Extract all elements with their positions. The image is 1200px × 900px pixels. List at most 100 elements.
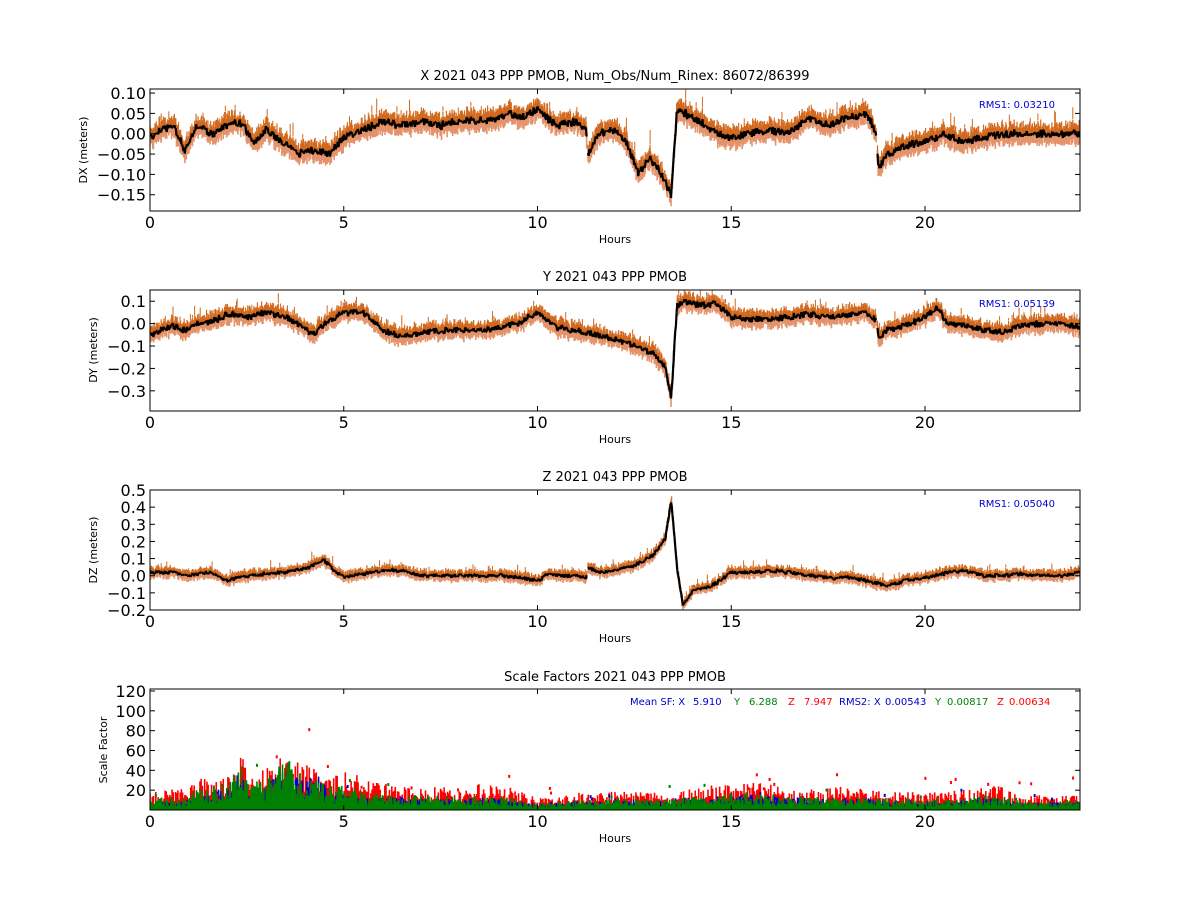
dx-center-mark	[719, 130, 723, 137]
dx-center-mark	[881, 160, 885, 166]
dx-center-mark	[540, 110, 544, 115]
dx-center-mark	[280, 139, 283, 145]
dx-center-mark	[295, 151, 299, 155]
dy-title: Y 2021 043 PPP PMOB	[542, 270, 687, 285]
dx-center-mark	[673, 137, 677, 146]
dx-center-mark	[779, 129, 783, 136]
dx-center-mark	[377, 123, 380, 127]
dx-center-mark	[674, 111, 678, 129]
dx-center-mark	[525, 115, 528, 119]
dx-center-mark	[876, 153, 880, 166]
dx-center-mark	[176, 134, 179, 138]
dx-center-mark	[993, 131, 996, 134]
dx-center-mark	[564, 123, 568, 126]
dx-center-mark	[548, 115, 552, 119]
dx-center-mark	[243, 124, 247, 127]
dx-center-mark	[552, 120, 556, 123]
dx-center-mark	[817, 119, 821, 122]
dx-center-mark	[1060, 130, 1064, 137]
dx-center-mark	[649, 155, 652, 159]
dx-center-mark	[606, 130, 609, 133]
dx-center-mark	[311, 152, 315, 155]
dx-center-mark	[310, 146, 313, 149]
dx-center-mark	[790, 127, 794, 131]
dx-center-mark	[944, 135, 948, 138]
dx-center-mark	[502, 115, 506, 120]
dx-center-mark	[974, 136, 978, 142]
dx-center-mark	[459, 119, 462, 123]
dx-center-mark	[739, 136, 742, 140]
dx-center-mark	[849, 116, 853, 120]
dx-center-mark	[913, 142, 917, 146]
dx-center-mark	[928, 137, 931, 142]
dx-center-mark	[557, 124, 560, 127]
dx-center-mark	[242, 124, 246, 127]
dx-center-mark	[654, 164, 658, 168]
dx-center-mark	[320, 151, 324, 155]
dx-center-mark	[234, 119, 237, 125]
dx-center-mark	[157, 127, 161, 132]
dx-center-mark	[965, 138, 968, 142]
dx-center-mark	[935, 137, 939, 141]
dx-center-mark	[760, 129, 763, 133]
dx-center-mark	[328, 152, 332, 157]
dx-center-mark	[214, 131, 218, 135]
dx-center-mark	[368, 125, 371, 128]
dx-center-mark	[372, 124, 375, 128]
dx-center-mark	[404, 124, 408, 128]
dx-center-mark	[650, 160, 654, 164]
dx-center-mark	[285, 141, 289, 146]
dx-center-mark	[660, 172, 664, 178]
dx-center-mark	[1068, 131, 1072, 135]
dx-center-mark	[825, 123, 829, 127]
dx-center-mark	[881, 156, 885, 162]
dx-center-mark	[344, 136, 348, 141]
dx-center-mark	[1073, 129, 1076, 134]
dx-center-mark	[751, 129, 755, 132]
dx-center-mark	[579, 125, 583, 129]
dx-center-mark	[845, 115, 849, 119]
dx-center-mark	[472, 118, 476, 123]
dx-center-mark	[1030, 133, 1033, 137]
dx-center-mark	[683, 110, 687, 118]
dx-center-mark	[669, 185, 673, 198]
dx-center-mark	[373, 126, 377, 130]
dx-center-mark	[733, 134, 736, 138]
dx-center-mark	[202, 124, 205, 128]
dx-center-mark	[160, 129, 163, 133]
dx-center-mark	[305, 149, 309, 153]
dx-center-mark	[829, 125, 832, 129]
dx-center-mark	[472, 117, 475, 120]
dx-center-mark	[916, 144, 920, 148]
dx-center-mark	[274, 138, 278, 142]
dx-center-mark	[741, 136, 745, 139]
dx-center-mark	[688, 115, 691, 119]
dx-center-mark	[390, 121, 394, 126]
dx-center-mark	[356, 128, 360, 133]
dx-center-mark	[451, 123, 455, 126]
dx-center-mark	[874, 130, 878, 136]
dx-center-mark	[603, 129, 607, 133]
dx-center-mark	[312, 151, 315, 154]
dx-center-mark	[231, 122, 235, 125]
dx-center-mark	[618, 133, 622, 136]
dx-center-mark	[291, 146, 295, 150]
dx-center-mark	[769, 127, 773, 130]
dx-center-mark	[359, 128, 363, 135]
dx-center-mark	[903, 146, 907, 149]
dx-center-mark	[427, 120, 431, 125]
dx-center-mark	[300, 148, 304, 153]
dx-center-mark	[640, 166, 643, 169]
dx-center-mark	[839, 117, 843, 123]
dx-center-mark	[911, 139, 915, 144]
dx-xtick-label: 20	[915, 213, 935, 232]
dx-xlabel: Hours	[599, 233, 631, 246]
dx-center-mark	[1047, 132, 1050, 135]
dx-center-mark	[597, 132, 600, 136]
dx-center-mark	[268, 133, 271, 136]
dx-center-mark	[581, 127, 585, 130]
dx-center-mark	[1050, 132, 1053, 136]
dx-center-mark	[722, 133, 726, 139]
dx-center-mark	[996, 130, 1000, 134]
dx-center-mark	[486, 117, 490, 120]
